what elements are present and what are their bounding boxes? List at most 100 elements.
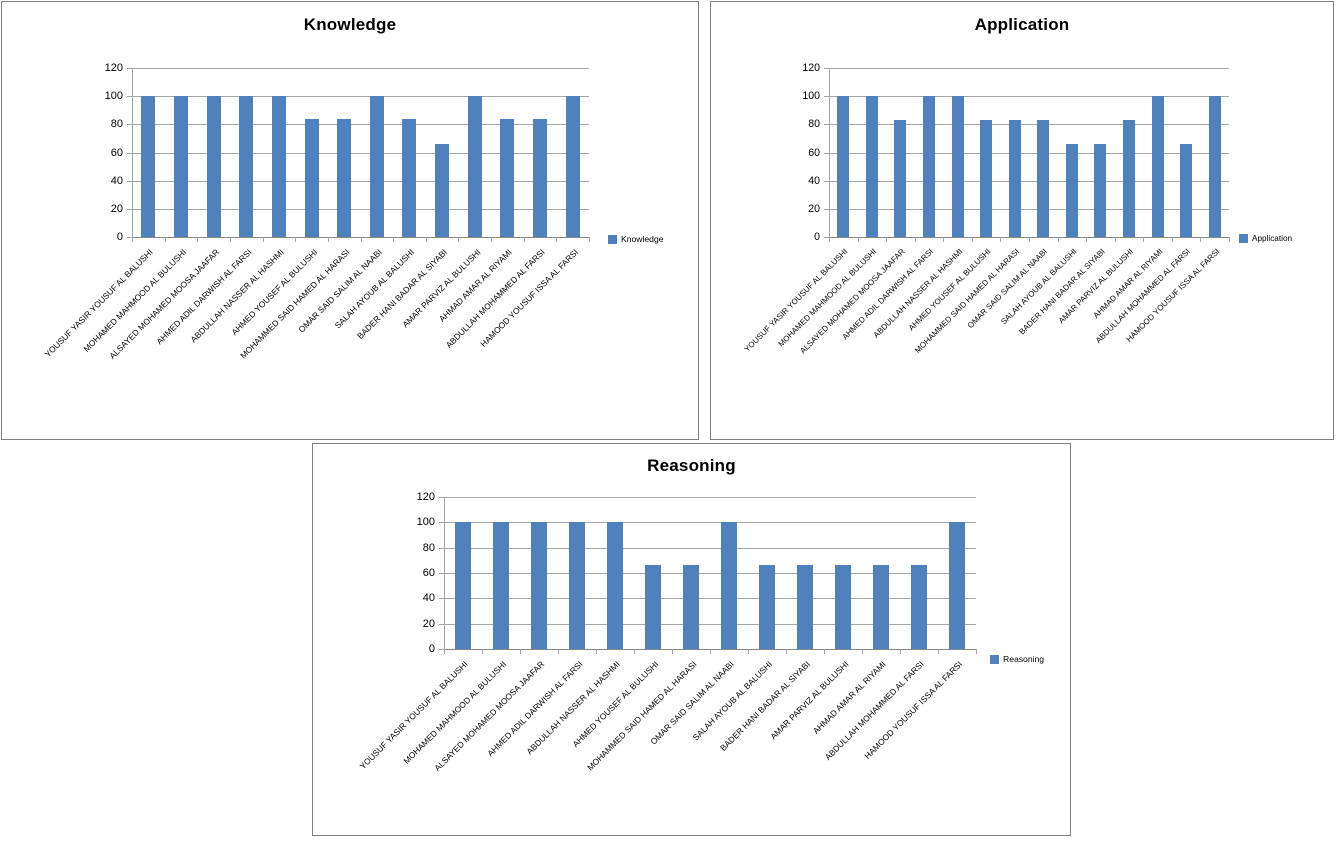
x-tick	[393, 237, 395, 242]
y-axis-label-0: 0	[116, 231, 123, 243]
x-tick	[971, 237, 973, 242]
legend-label: Knowledge	[621, 234, 664, 244]
y-axis-label-120: 120	[416, 491, 435, 503]
y-axis-label-80: 80	[422, 541, 435, 554]
x-tick	[1143, 237, 1145, 242]
y-tick-60	[824, 152, 829, 154]
y-axis-label-0: 0	[814, 231, 820, 243]
gridline-60	[132, 152, 589, 154]
bar[interactable]	[493, 522, 509, 649]
bar[interactable]	[304, 118, 319, 237]
x-tick	[458, 237, 460, 242]
x-axis-category-labels: YOUSUF YASIR YOUSUF AL BALUSHI MOHAMED MA…	[358, 659, 976, 773]
bar[interactable]	[1208, 96, 1221, 237]
y-tick-120	[127, 68, 132, 69]
bar[interactable]	[980, 120, 993, 237]
y-axis-label-60: 60	[808, 146, 820, 159]
y-axis-label-0: 0	[428, 643, 435, 655]
gridline-100	[132, 96, 589, 98]
y-axis-label-80: 80	[808, 118, 820, 131]
bar[interactable]	[837, 96, 850, 237]
bar[interactable]	[949, 522, 965, 649]
y-tick-0	[824, 237, 829, 238]
y-axis-label-120: 120	[104, 62, 123, 74]
x-tick	[1114, 237, 1116, 242]
x-tick	[444, 649, 445, 654]
bar[interactable]	[1151, 96, 1164, 237]
bar[interactable]	[645, 565, 661, 649]
bar[interactable]	[873, 565, 889, 649]
x-tick	[327, 237, 329, 242]
bar[interactable]	[533, 118, 548, 237]
chart-title-application: Application	[974, 15, 1070, 34]
bar[interactable]	[683, 565, 699, 649]
x-tick	[295, 237, 297, 242]
bar[interactable]	[797, 565, 813, 649]
bar[interactable]	[607, 522, 623, 649]
bar[interactable]	[1123, 120, 1135, 237]
x-tick	[634, 649, 635, 654]
bar[interactable]	[1180, 144, 1193, 237]
bar[interactable]	[369, 96, 384, 237]
bar[interactable]	[894, 120, 907, 237]
bar[interactable]	[759, 565, 775, 649]
legend-swatch-icon	[1239, 234, 1248, 243]
bar[interactable]	[337, 118, 352, 237]
y-tick-40	[824, 180, 829, 182]
y-tick-120	[439, 497, 444, 498]
x-tick	[824, 649, 825, 654]
y-axis-label-100: 100	[104, 90, 123, 103]
x-tick	[556, 237, 558, 242]
bar[interactable]	[835, 565, 851, 649]
bar[interactable]	[951, 96, 964, 237]
bar[interactable]	[402, 118, 417, 237]
bar[interactable]	[467, 96, 482, 237]
plot-area-reasoning: 0 20 40 60 80 100 120	[417, 491, 977, 655]
y-tick-80	[824, 124, 829, 126]
bar[interactable]	[455, 522, 471, 649]
bar[interactable]	[239, 96, 254, 237]
x-tick	[520, 649, 521, 654]
bar[interactable]	[206, 96, 221, 237]
chart-title-knowledge: Knowledge	[303, 15, 397, 34]
gridline-120	[132, 68, 589, 69]
bar[interactable]	[923, 96, 935, 237]
y-tick-80	[439, 547, 444, 549]
bar[interactable]	[1094, 144, 1107, 237]
x-tick	[262, 237, 264, 242]
bar[interactable]	[141, 96, 156, 237]
gridline-20	[444, 623, 976, 625]
bar[interactable]	[500, 118, 515, 237]
bar[interactable]	[1065, 144, 1078, 237]
x-axis-label: MOHAMMED SAID HAMED AL HARASI	[912, 247, 1021, 355]
chart-panel-application: Application 0 20 40 60 80 100 120 YOUSUF YASIR Y…	[710, 1, 1334, 440]
x-tick	[197, 237, 199, 242]
bar[interactable]	[721, 522, 737, 649]
bar[interactable]	[531, 522, 547, 649]
chart-panel-knowledge: Knowledge 0 20 40 60 80 100 120 YOUSUF YASIR YOU…	[1, 1, 699, 440]
bar[interactable]	[911, 565, 927, 649]
x-tick	[672, 649, 673, 654]
bar[interactable]	[271, 96, 286, 237]
x-tick	[596, 649, 597, 654]
gridline-40	[829, 180, 1229, 182]
y-tick-20	[439, 623, 444, 625]
x-tick	[976, 649, 977, 654]
y-axis-label-60: 60	[422, 567, 435, 579]
bar[interactable]	[565, 96, 580, 237]
x-tick	[786, 649, 787, 654]
bar[interactable]	[435, 144, 450, 237]
bar[interactable]	[865, 96, 878, 237]
x-tick	[425, 237, 427, 242]
x-axis-label: ALSAYED MOHAMED MOOSA JAAFAR	[798, 247, 908, 356]
bar[interactable]	[569, 522, 585, 649]
y-axis-label-60: 60	[110, 146, 123, 159]
legend-label: Application	[1252, 234, 1293, 243]
bar[interactable]	[1037, 120, 1050, 237]
y-axis-label-40: 40	[422, 592, 435, 605]
y-tick-0	[127, 237, 132, 238]
bar[interactable]	[173, 96, 188, 237]
y-axis-label-20: 20	[808, 202, 820, 215]
bar[interactable]	[1008, 120, 1021, 237]
y-tick-20	[127, 208, 132, 210]
